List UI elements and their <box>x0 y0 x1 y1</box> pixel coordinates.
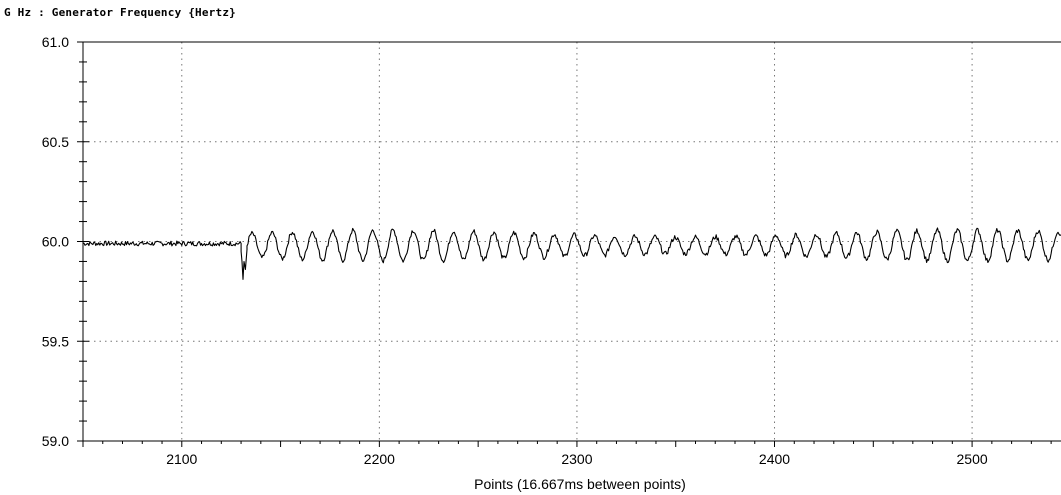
x-tick-label: 2500 <box>957 451 988 467</box>
x-tick-label: 2100 <box>166 451 197 467</box>
tick-labels: 59.0 59.5 60.0 60.5 61.0 2100 2200 2300 2400 2500 <box>42 34 988 467</box>
chart-title: G Hz : Generator Frequency {Hertz} <box>4 6 236 19</box>
y-tick-label: 60.5 <box>42 134 69 150</box>
x-tick-label: 2300 <box>561 451 592 467</box>
x-axis-label: Points (16.667ms between points) <box>474 476 686 492</box>
y-tick-label: 61.0 <box>42 34 69 50</box>
ticks <box>77 41 1052 447</box>
y-tick-label: 60.0 <box>42 234 69 250</box>
frequency-series-line <box>82 227 1061 280</box>
x-tick-label: 2400 <box>759 451 790 467</box>
series <box>82 227 1061 280</box>
y-tick-label: 59.0 <box>42 433 69 449</box>
y-tick-label: 59.5 <box>42 333 69 349</box>
x-tick-label: 2200 <box>364 451 395 467</box>
grid <box>83 42 1061 441</box>
